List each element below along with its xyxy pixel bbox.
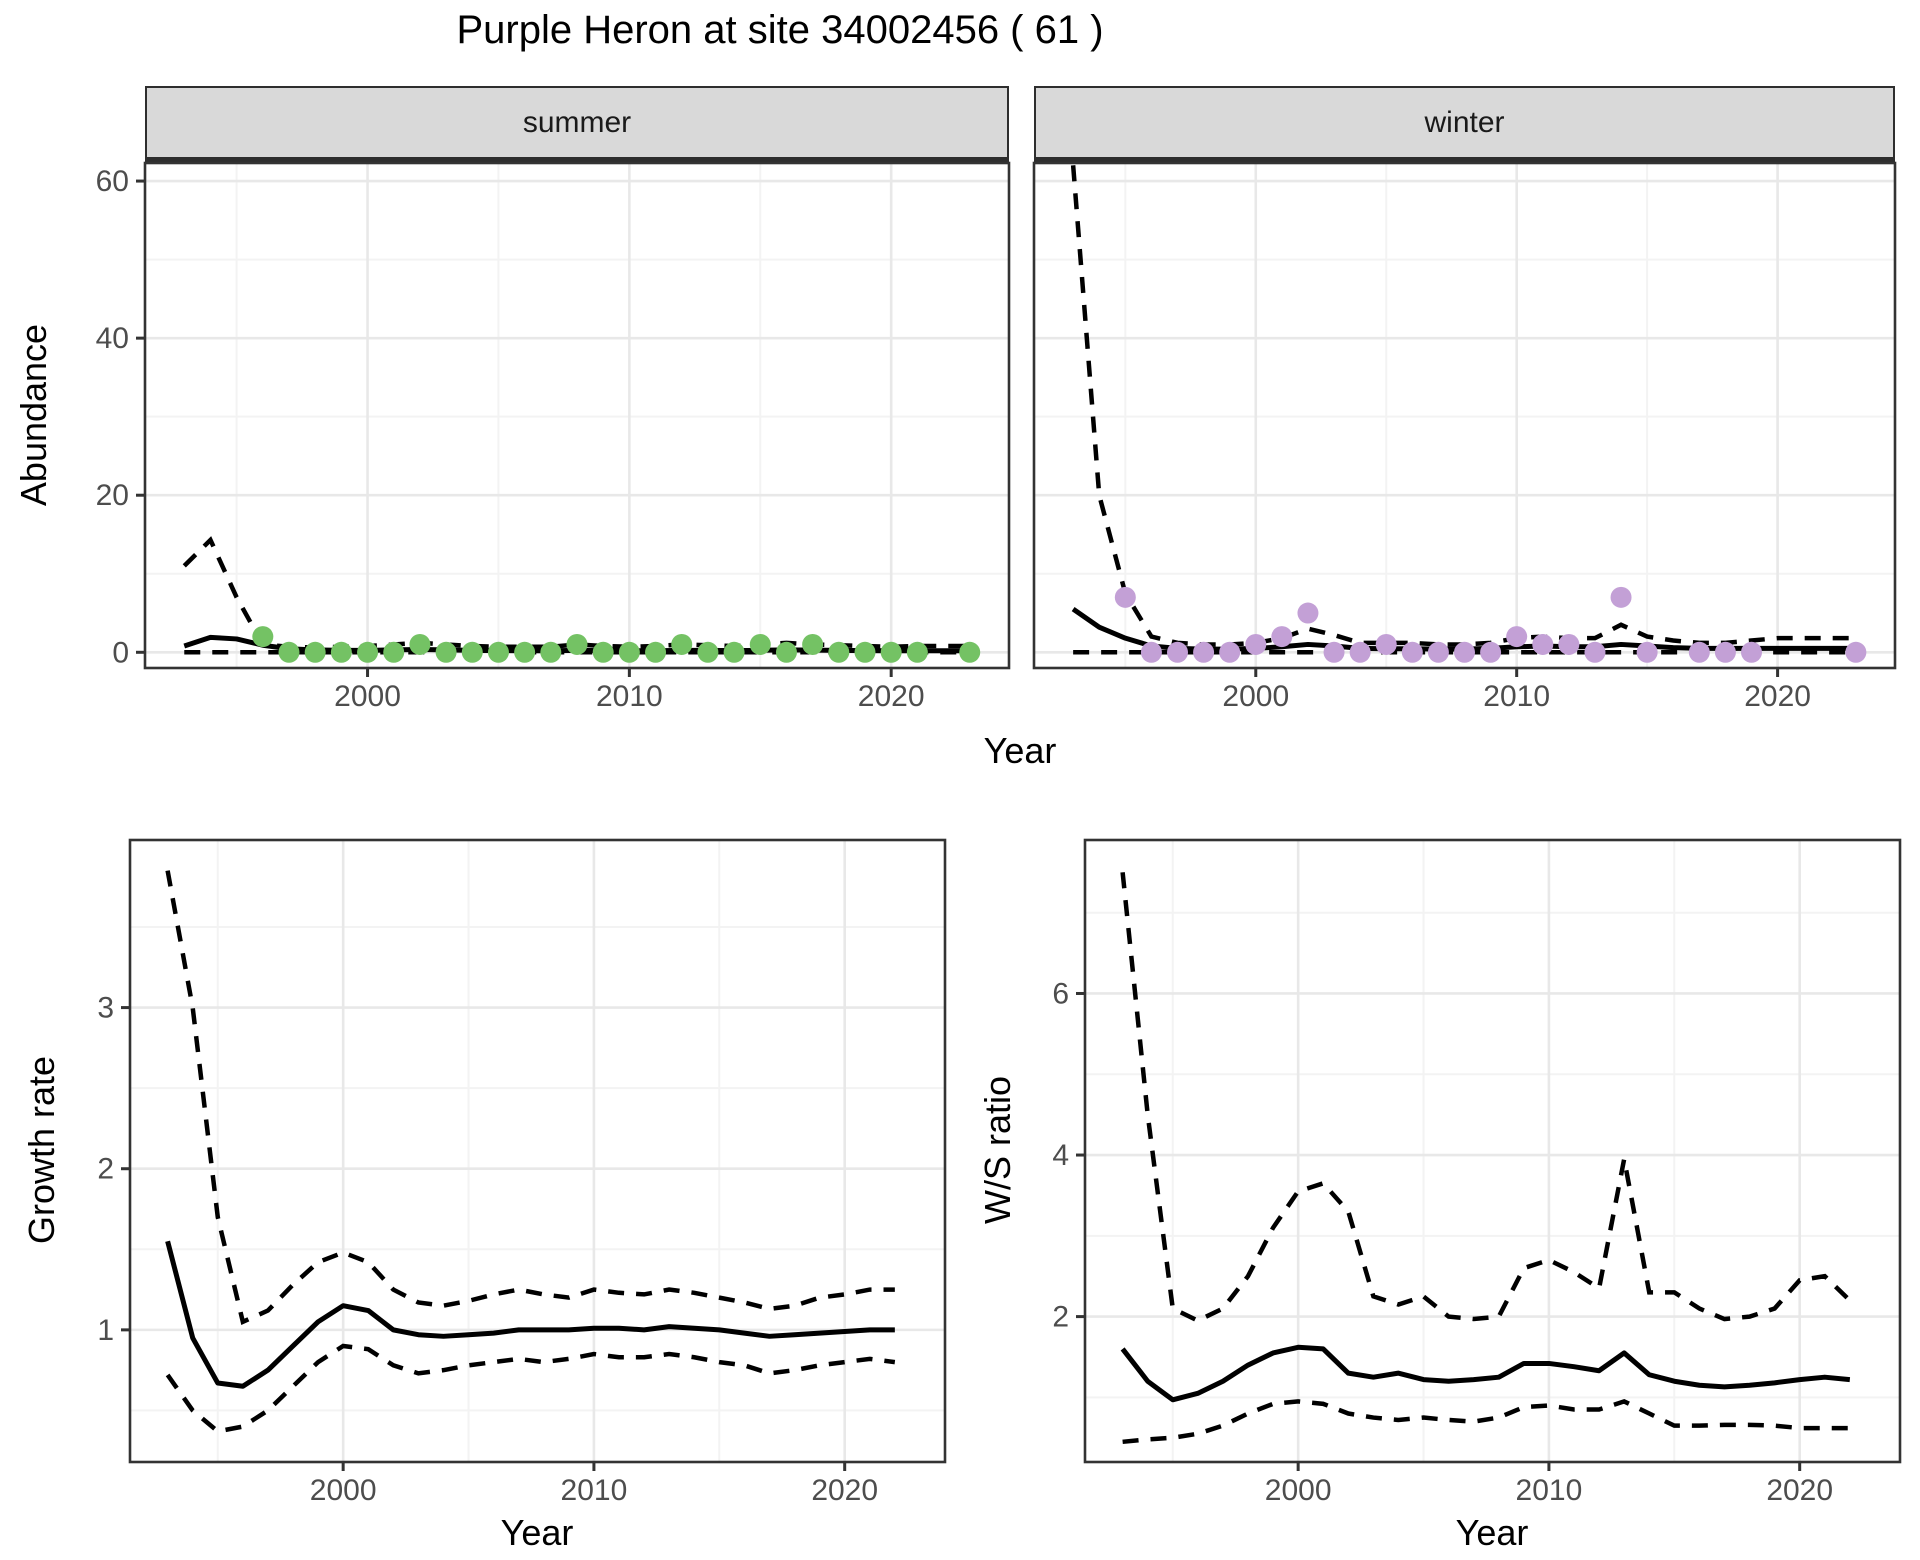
svg-text:2020: 2020: [811, 1474, 878, 1507]
x-axis-title-year-ws: Year: [1455, 1512, 1529, 1553]
svg-text:2000: 2000: [310, 1474, 377, 1507]
svg-text:2: 2: [97, 1153, 114, 1186]
svg-text:2000: 2000: [1265, 1474, 1332, 1507]
svg-text:3: 3: [97, 992, 114, 1025]
svg-text:2010: 2010: [1516, 1474, 1583, 1507]
svg-text:6: 6: [1052, 977, 1069, 1010]
page-title: Purple Heron at site 34002456 ( 61 ): [456, 8, 1104, 52]
svg-text:2010: 2010: [561, 1474, 628, 1507]
svg-text:2: 2: [1052, 1301, 1069, 1334]
x-axis-title-year-growth: Year: [500, 1512, 574, 1553]
y-axis-title-ws-ratio: W/S ratio: [977, 1075, 1018, 1225]
svg-text:2020: 2020: [1744, 680, 1811, 713]
y-axis-title-growth-rate: Growth rate: [21, 1055, 62, 1245]
panel-abundance-winter: 2000 2010 2020: [1032, 161, 1897, 713]
facet-strip-winter: winter: [1034, 86, 1895, 163]
facet-strip-summer-label: summer: [522, 105, 632, 139]
svg-text:60: 60: [96, 165, 129, 198]
svg-text:20: 20: [96, 479, 129, 512]
svg-text:2010: 2010: [596, 680, 663, 713]
svg-text:40: 40: [96, 322, 129, 355]
y-axis-title-abundance: Abundance: [13, 323, 54, 507]
svg-text:0: 0: [112, 636, 129, 669]
panel-abundance-summer: 2000 2010 2020 0 20 40 60: [96, 161, 1011, 713]
svg-text:4: 4: [1052, 1139, 1069, 1172]
facet-strip-summer: summer: [145, 86, 1009, 163]
svg-text:1: 1: [97, 1314, 114, 1347]
x-axis-title-year-top: Year: [983, 730, 1057, 771]
svg-text:2000: 2000: [1222, 680, 1289, 713]
svg-text:2010: 2010: [1483, 680, 1550, 713]
svg-text:2020: 2020: [1766, 1474, 1833, 1507]
panel-ws-ratio: 2000 2010 2020 2 4 6: [1052, 838, 1902, 1507]
facet-strip-winter-label: winter: [1424, 105, 1505, 139]
svg-text:2020: 2020: [858, 680, 925, 713]
panel-growth-rate: 2000 2010 2020 1 2 3: [97, 838, 947, 1507]
svg-text:2000: 2000: [334, 680, 401, 713]
